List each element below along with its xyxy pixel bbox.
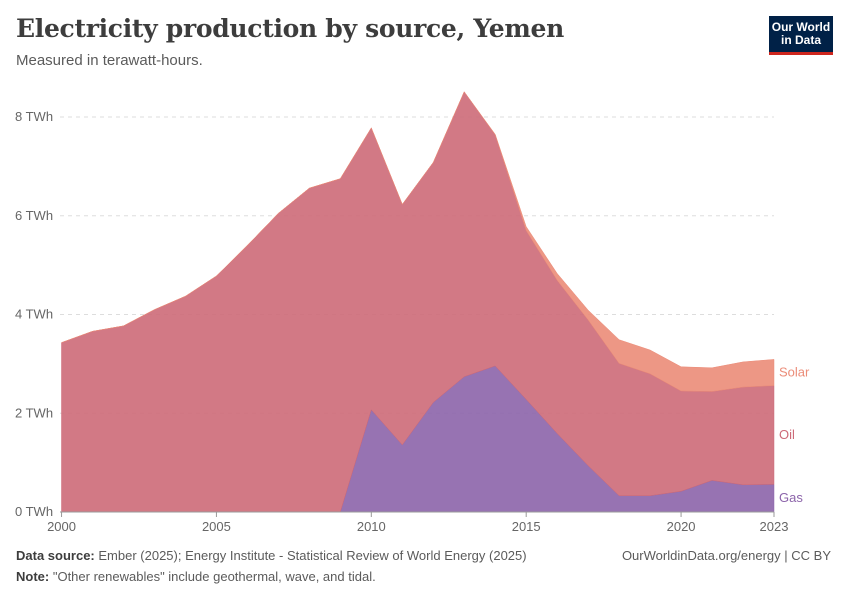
owid-logo[interactable]: Our World in Data: [769, 16, 833, 55]
logo-line-2: in Data: [780, 33, 821, 47]
axes: 0 TWh 2 TWh 4 TWh 6 TWh 8 TWh 2000 2005 2010 201…: [15, 109, 788, 534]
x-tick-label: 2020: [667, 519, 696, 534]
chart-title: Electricity production by source, Yemen: [16, 14, 564, 43]
x-tick-label: 2010: [357, 519, 386, 534]
area-solar[interactable]: [61, 91, 775, 392]
y-tick-label: 6 TWh: [15, 208, 53, 223]
x-tick-label: 2000: [47, 519, 76, 534]
y-tick-label: 2 TWh: [15, 405, 53, 420]
series-label-gas[interactable]: Gas: [779, 490, 803, 505]
x-tick-label: 2005: [202, 519, 231, 534]
x-tick-label: 2023: [760, 519, 789, 534]
series-labels: Gas Oil Solar: [779, 365, 810, 506]
note-label: Note:: [16, 569, 50, 584]
logo-line-1: Our World: [771, 20, 831, 34]
data-source-text[interactable]: Ember (2025); Energy Institute - Statist…: [98, 548, 527, 563]
credit-link[interactable]: OurWorldinData.org/energy | CC BY: [621, 548, 831, 563]
y-tick-label: 0 TWh: [15, 504, 53, 519]
y-tick-label: 8 TWh: [15, 109, 53, 124]
stacked-areas: [61, 91, 775, 513]
series-label-oil[interactable]: Oil: [779, 427, 795, 442]
y-tick-label: 4 TWh: [15, 307, 53, 322]
series-label-solar[interactable]: Solar: [779, 365, 810, 380]
data-source-label: Data source:: [16, 548, 95, 563]
note-text: "Other renewables" include geothermal, w…: [52, 569, 376, 584]
x-tick-label: 2015: [512, 519, 541, 534]
chart-subtitle: Measured in terawatt-hours.: [16, 52, 203, 69]
chart-note: Note: "Other renewables" include geother…: [16, 569, 376, 584]
data-source: Data source: Ember (2025); Energy Instit…: [16, 548, 527, 563]
